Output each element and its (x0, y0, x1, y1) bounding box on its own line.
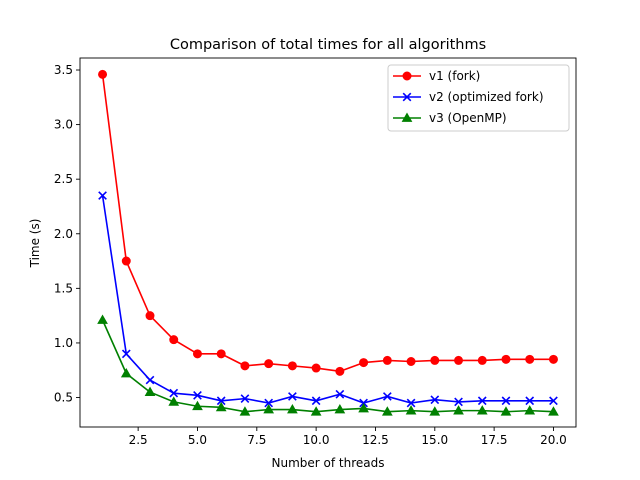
data-point (359, 358, 369, 368)
y-tick-label: 2.5 (54, 172, 73, 186)
legend-label: v1 (fork) (429, 69, 480, 83)
data-point (169, 335, 179, 345)
data-point (430, 355, 440, 365)
data-point (406, 398, 416, 408)
legend-marker (402, 71, 412, 81)
x-tick-label: 20.0 (540, 433, 567, 447)
x-tick-label: 7.5 (247, 433, 266, 447)
data-point (145, 311, 155, 321)
data-point (192, 400, 203, 411)
y-tick-label: 2.0 (54, 227, 73, 241)
x-tick-label: 2.5 (129, 433, 148, 447)
data-point (98, 69, 108, 79)
data-point (288, 392, 297, 401)
x-axis-label: Number of threads (272, 456, 385, 470)
data-point (264, 359, 274, 369)
data-point (287, 361, 297, 371)
legend-label: v3 (OpenMP) (429, 111, 507, 125)
data-point (240, 394, 250, 403)
data-point (310, 406, 322, 416)
data-point (334, 404, 346, 414)
data-point (477, 355, 487, 365)
data-point (454, 355, 464, 365)
data-point (216, 396, 226, 406)
legend-marker (402, 92, 412, 102)
data-point (192, 349, 202, 359)
data-point (287, 404, 298, 414)
data-point (525, 354, 535, 364)
data-point (193, 390, 202, 400)
data-point (382, 392, 392, 401)
data-point (406, 356, 416, 366)
legend-label: v2 (optimized fork) (429, 90, 544, 104)
legend-box (387, 64, 570, 132)
data-point (429, 406, 441, 416)
y-tick-label: 3.0 (54, 118, 73, 132)
y-tick-label: 3.5 (54, 63, 73, 77)
data-point (263, 404, 275, 414)
data-point (239, 406, 251, 416)
data-point (454, 397, 463, 407)
y-axis-label: Time (s) (28, 219, 42, 269)
y-tick-label: 1.5 (54, 281, 73, 295)
series-line (101, 195, 554, 404)
x-tick-label: 12.5 (362, 433, 389, 447)
x-tick-label: 15.0 (421, 433, 448, 447)
data-point (168, 396, 180, 406)
data-point (476, 405, 488, 415)
data-point (120, 367, 132, 378)
data-point (548, 406, 559, 416)
data-point (500, 406, 512, 416)
x-tick-label: 17.5 (481, 433, 508, 447)
data-point (311, 396, 321, 406)
y-tick-label: 1.0 (54, 336, 73, 350)
data-point (405, 405, 417, 415)
data-point (97, 314, 108, 324)
series-line (101, 319, 554, 413)
data-point (98, 191, 107, 200)
data-point (548, 354, 558, 364)
data-point (311, 363, 321, 373)
data-point (358, 402, 369, 413)
data-point (121, 349, 131, 359)
data-point (501, 354, 511, 364)
data-point (144, 386, 156, 396)
data-point (549, 396, 558, 406)
data-point (335, 389, 345, 399)
data-point (264, 398, 274, 408)
data-point (501, 396, 511, 406)
data-point (430, 395, 440, 405)
legend-marker (401, 112, 413, 122)
data-point (381, 406, 393, 416)
plot-area: 2.5 5.0 7.5 10.0 12.5 15.0 17.5 20.0 0.5 1.0 1.5 2.… (54, 57, 577, 447)
y-tick-label: 0.5 (54, 391, 73, 405)
plot-frame (79, 57, 577, 428)
data-point (524, 405, 536, 415)
data-point (216, 349, 226, 359)
data-point (382, 355, 392, 365)
x-tick-label: 10.0 (303, 433, 330, 447)
chart-title: Comparison of total times for all algori… (170, 37, 486, 53)
data-point (145, 375, 155, 385)
data-point (453, 405, 464, 415)
x-tick-label: 5.0 (188, 433, 207, 447)
data-point (240, 361, 250, 371)
data-point (169, 388, 179, 398)
data-point (477, 396, 487, 406)
data-point (215, 401, 227, 412)
data-point (525, 396, 535, 406)
data-point (335, 366, 345, 376)
data-point (121, 256, 131, 266)
